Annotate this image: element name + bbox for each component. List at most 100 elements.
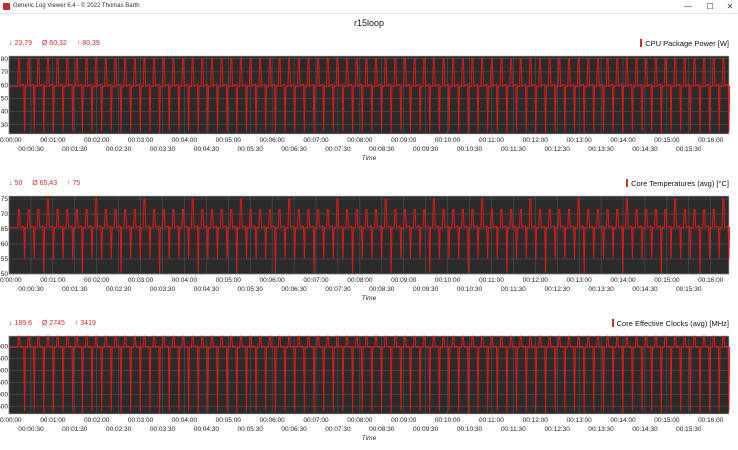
y-tick-label: 2000: [0, 368, 8, 375]
x-axis-title: Time: [362, 155, 377, 162]
x-tick-label: 00:12:00: [523, 277, 549, 284]
x-tick-label: 00:03:00: [128, 277, 154, 284]
x-tick-label: 00:04:00: [172, 417, 198, 424]
panel-header-clock: ↓ 189,6 Ø 2745 ↑ 3419 Core Effective Clo…: [0, 316, 738, 332]
x-tick-label: 00:11:30: [501, 286, 526, 293]
x-tick-label: 00:11:00: [479, 137, 504, 144]
x-tick-label: 00:13:30: [588, 146, 614, 153]
x-tick-label: 00:12:30: [545, 146, 571, 153]
stats-temp: ↓ 50 Ø 65,43 ↑ 75: [9, 178, 88, 190]
x-axis-title: Time: [362, 435, 377, 442]
x-tick-label: 00:08:00: [347, 277, 373, 284]
panel-header-power: ↓ 23,79 Ø 60,32 ↑ 80,39 CPU Package Powe…: [0, 36, 738, 52]
x-tick-label: 00:14:30: [632, 146, 658, 153]
x-tick-label: 00:03:00: [128, 137, 154, 144]
x-tick-label: 00:04:30: [194, 426, 220, 433]
x-tick-label: 00:06:30: [281, 146, 307, 153]
stat-avg: Ø 2745: [41, 320, 65, 327]
x-tick-label: 00:10:30: [457, 146, 483, 153]
x-tick-label: 00:00:00: [0, 417, 22, 424]
x-tick-label: 00:14:30: [632, 286, 658, 293]
x-axis-title: Time: [362, 295, 377, 302]
legend-swatch: [626, 179, 629, 187]
document-title: r15loop: [353, 18, 385, 28]
x-tick-label: 00:02:00: [84, 417, 110, 424]
y-tick-label: 30: [1, 122, 9, 129]
x-tick-label: 00:13:00: [566, 137, 592, 144]
x-tick-label: 00:10:00: [435, 417, 461, 424]
panel-label-temp[interactable]: Core Temperatures (avg) [°C]: [626, 178, 729, 190]
x-tick-label: 00:02:30: [106, 286, 132, 293]
x-tick-label: 00:07:30: [325, 286, 351, 293]
x-tick-label: 00:07:00: [303, 417, 329, 424]
title-bar: Generic Log Viewer 6.4 - © 2022 Thomas B…: [0, 0, 738, 14]
minimize-button[interactable]: —: [684, 2, 692, 11]
x-tick-label: 00:05:30: [238, 286, 264, 293]
x-tick-label: 00:00:30: [18, 426, 44, 433]
x-tick-label: 00:14:00: [610, 137, 636, 144]
x-tick-label: 00:04:00: [172, 277, 198, 284]
x-tick-label: 00:10:00: [435, 137, 461, 144]
x-tick-label: 00:08:30: [369, 146, 395, 153]
x-tick-label: 00:14:00: [610, 417, 636, 424]
stat-max: ↑ 80,39: [76, 40, 100, 47]
y-tick-label: 60: [1, 241, 9, 248]
stats-clock: ↓ 189,6 Ø 2745 ↑ 3419: [9, 318, 104, 330]
x-tick-label: 00:03:00: [128, 417, 154, 424]
x-tick-label: 00:13:00: [566, 417, 592, 424]
x-tick-label: 00:09:00: [391, 417, 417, 424]
panel-label-clock[interactable]: Core Effective Clocks (avg) [MHz]: [611, 318, 729, 330]
x-tick-label: 00:00:30: [18, 286, 44, 293]
x-tick-label: 00:16:00: [698, 137, 724, 144]
x-tick-label: 00:05:30: [238, 426, 264, 433]
x-tick-label: 00:08:00: [347, 417, 373, 424]
x-tick-label: 00:06:00: [259, 277, 285, 284]
x-tick-label: 00:07:30: [325, 426, 351, 433]
stat-avg: Ø 60,32: [41, 40, 67, 47]
app-icon: [3, 3, 10, 10]
panel-label-power[interactable]: CPU Package Power [W]: [640, 38, 729, 50]
x-tick-label: 00:15:30: [676, 286, 702, 293]
y-tick-label: 60: [1, 82, 9, 89]
x-tick-label: 00:15:30: [676, 146, 702, 153]
panel-label-text: Core Effective Clocks (avg) [MHz]: [616, 319, 729, 328]
chart-core-temp[interactable]: 50 55 60 65 70 75 00:00:00 00:01:00 00:02:00 00:0…: [0, 194, 738, 306]
y-tick-label: 1000: [0, 392, 8, 399]
x-tick-label: 00:16:00: [698, 417, 724, 424]
y-tick-label: 40: [1, 109, 9, 116]
x-tick-label: 00:09:30: [413, 146, 439, 153]
x-tick-label: 00:11:30: [501, 426, 526, 433]
x-tick-label: 00:02:00: [84, 277, 110, 284]
x-tick-label: 00:16:00: [698, 277, 724, 284]
x-tick-label: 00:09:00: [391, 137, 417, 144]
y-tick-label: 55: [1, 256, 9, 263]
x-tick-label: 00:13:00: [566, 277, 592, 284]
close-button[interactable]: ✕: [726, 2, 734, 11]
x-tick-label: 00:04:00: [172, 137, 198, 144]
x-tick-label: 00:09:00: [391, 277, 417, 284]
y-tick-label: 500: [0, 404, 8, 411]
x-tick-label: 00:00:00: [0, 277, 22, 284]
x-tick-label: 00:07:00: [303, 277, 329, 284]
x-tick-label: 00:11:30: [501, 146, 526, 153]
x-tick-label: 00:01:30: [62, 146, 88, 153]
x-tick-label: 00:14:00: [610, 277, 636, 284]
chart-cpu-power[interactable]: 30 40 50 60 70 80 00:00:00 00:01:00 00:02:00 00:0…: [0, 54, 738, 166]
plot-area: [8, 195, 730, 275]
x-tick-label: 00:15:00: [654, 137, 680, 144]
panel-header-temp: ↓ 50 Ø 65,43 ↑ 75 Core Temperatures (avg…: [0, 176, 738, 192]
y-tick-label: 80: [1, 56, 9, 63]
x-tick-label: 00:02:00: [84, 137, 110, 144]
maximize-button[interactable]: ☐: [706, 2, 714, 11]
series-line: [9, 57, 731, 133]
x-tick-label: 00:05:00: [216, 417, 242, 424]
x-tick-label: 00:12:00: [523, 417, 549, 424]
x-tick-label: 00:06:30: [281, 426, 307, 433]
x-tick-label: 00:01:30: [62, 426, 88, 433]
x-tick-label: 00:09:30: [413, 286, 439, 293]
series-line: [9, 198, 731, 275]
y-tick-label: 70: [1, 211, 9, 218]
x-tick-label: 00:08:00: [347, 137, 373, 144]
